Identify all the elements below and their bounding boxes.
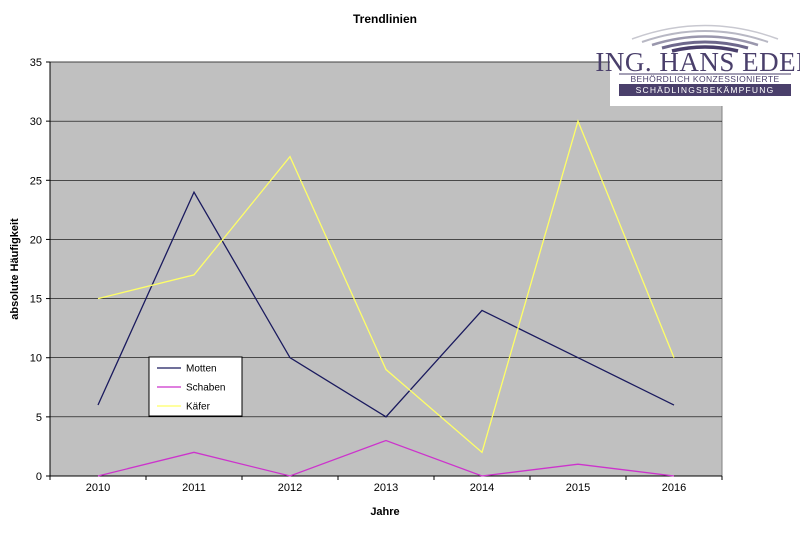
y-axis-ticks: 0 5 10 15 20 25 30 35 [30, 57, 51, 483]
legend-label: Käfer [186, 402, 211, 413]
x-tick-label: 2014 [470, 482, 494, 494]
x-tick-label: 2013 [374, 482, 398, 494]
y-tick-label: 5 [36, 412, 42, 424]
logo-service-bar [619, 84, 791, 96]
series-line-käfer [97, 119, 675, 454]
x-tick-label: 2010 [86, 482, 110, 494]
x-tick-label: 2015 [566, 482, 590, 494]
x-tick-label: 2012 [278, 482, 302, 494]
series-lines [97, 119, 675, 477]
logo-name: ING. HANS EDER [595, 47, 800, 77]
logo-service: SCHÄDLINGSBEKÄMPFUNG [636, 85, 775, 95]
y-tick-label: 25 [30, 175, 42, 187]
chart-title: Trendlinien [353, 12, 417, 26]
y-tick-label: 20 [30, 234, 42, 246]
y-tick-label: 30 [30, 116, 42, 128]
company-logo: ING. HANS EDER BEHÖRDLICH KONZESSIONIERT… [595, 0, 800, 106]
y-tick-label: 0 [36, 471, 42, 483]
x-axis-label: Jahre [370, 506, 399, 518]
y-tick-label: 15 [30, 294, 42, 306]
series-line-schaben [97, 439, 675, 477]
legend-label: Motten [186, 364, 217, 375]
y-axis-label: absolute Häufigkeit [9, 218, 21, 320]
y-tick-label: 10 [30, 353, 42, 365]
legend: Motten Schaben Käfer [148, 356, 243, 417]
logo-tagline: BEHÖRDLICH KONZESSIONIERTE [630, 74, 779, 84]
x-tick-label: 2016 [662, 482, 686, 494]
x-axis-ticks: 2010 2011 2012 2013 2014 2015 2016 [49, 475, 723, 494]
series-line-motten [97, 190, 675, 418]
x-tick-label: 2011 [182, 482, 206, 494]
legend-label: Schaben [186, 383, 225, 394]
y-tick-label: 35 [30, 57, 42, 69]
